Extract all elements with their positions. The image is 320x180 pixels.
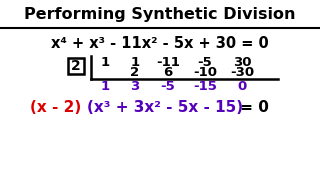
- Text: = 0: = 0: [235, 100, 269, 116]
- FancyBboxPatch shape: [0, 0, 320, 28]
- Text: 1: 1: [100, 80, 109, 93]
- Text: -10: -10: [193, 66, 217, 80]
- Text: -15: -15: [193, 80, 217, 93]
- Text: 0: 0: [237, 80, 247, 93]
- Text: (x³ + 3x² - 5x - 15): (x³ + 3x² - 5x - 15): [87, 100, 243, 116]
- Text: x⁴ + x³ - 11x² - 5x + 30 = 0: x⁴ + x³ - 11x² - 5x + 30 = 0: [51, 37, 269, 51]
- Text: -11: -11: [156, 57, 180, 69]
- Text: 6: 6: [164, 66, 172, 80]
- Text: 2: 2: [71, 59, 81, 73]
- Text: -5: -5: [198, 57, 212, 69]
- FancyBboxPatch shape: [68, 58, 84, 74]
- Text: 2: 2: [131, 66, 140, 80]
- Text: 1: 1: [100, 57, 109, 69]
- Text: -5: -5: [161, 80, 175, 93]
- Text: -30: -30: [230, 66, 254, 80]
- Text: 1: 1: [131, 57, 140, 69]
- Text: 30: 30: [233, 57, 251, 69]
- Text: (x - 2): (x - 2): [30, 100, 81, 116]
- Text: 3: 3: [130, 80, 140, 93]
- Text: Performing Synthetic Division: Performing Synthetic Division: [24, 6, 296, 21]
